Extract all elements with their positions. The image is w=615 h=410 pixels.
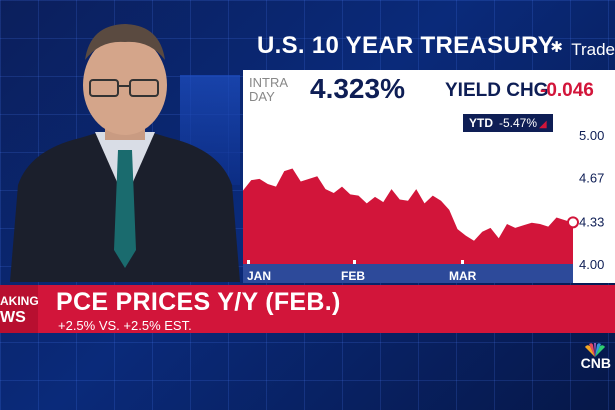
breaking-tag-line2: WS	[0, 309, 26, 326]
x-tick-mark	[353, 260, 356, 264]
x-tick-label: FEB	[341, 269, 365, 283]
lower-third-banner: AKING WS PCE PRICES Y/Y (FEB.) +2.5% VS.…	[0, 285, 615, 333]
ytd-label: YTD	[469, 116, 493, 130]
yield-value: 4.323%	[310, 73, 405, 104]
series-area	[243, 168, 573, 264]
y-tick-label: 4.00	[579, 257, 604, 272]
panel-title: U.S. 10 YEAR TREASURY	[257, 32, 555, 59]
peacock-logo-icon	[585, 343, 605, 357]
intraday-label-line2: DAY	[249, 89, 275, 104]
treasury-ticker-panel: U.S. 10 YEAR TREASURY ✱ Trade INTRA DAY …	[243, 18, 615, 283]
yield-change-label: YIELD CHG	[445, 80, 549, 101]
subheadline: +2.5% VS. +2.5% EST.	[58, 318, 192, 333]
presenter-figure	[10, 24, 240, 282]
source-logo: Trade	[571, 40, 615, 59]
ytd-value: -5.47%	[499, 116, 538, 130]
breaking-tag-line1: AKING	[0, 294, 39, 308]
x-axis-band	[243, 264, 573, 283]
tradeweb-logo-icon: ✱	[550, 39, 563, 56]
intraday-label-line1: INTRA	[249, 75, 288, 90]
yield-chart-svg: 4.00 4.33 4.67 5.00 JAN FEB MAR	[243, 128, 604, 283]
x-tick-mark	[247, 260, 250, 264]
y-tick-label: 4.67	[579, 171, 604, 186]
x-tick-mark	[461, 260, 464, 264]
intraday-label: INTRA DAY	[249, 76, 288, 104]
current-value-marker	[567, 216, 579, 229]
x-tick-label: MAR	[449, 269, 477, 283]
yield-chart: 4.00 4.33 4.67 5.00 JAN FEB MAR YTD -5.47% ◢	[243, 112, 615, 283]
x-tick-label: JAN	[247, 269, 271, 283]
yield-change-value: -0.046	[540, 80, 594, 101]
ytd-badge: YTD -5.47% ◢	[463, 114, 553, 132]
breaking-news-tag: AKING WS	[0, 285, 39, 333]
network-logo: CNB	[580, 355, 611, 371]
down-triangle-icon: ◢	[539, 119, 547, 130]
presenter-video	[0, 0, 245, 282]
quote-bar: INTRA DAY 4.323% YIELD CHG -0.046	[243, 70, 615, 112]
y-tick-label: 5.00	[579, 128, 604, 143]
y-tick-label: 4.33	[579, 214, 604, 229]
headline: PCE PRICES Y/Y (FEB.)	[56, 288, 341, 316]
